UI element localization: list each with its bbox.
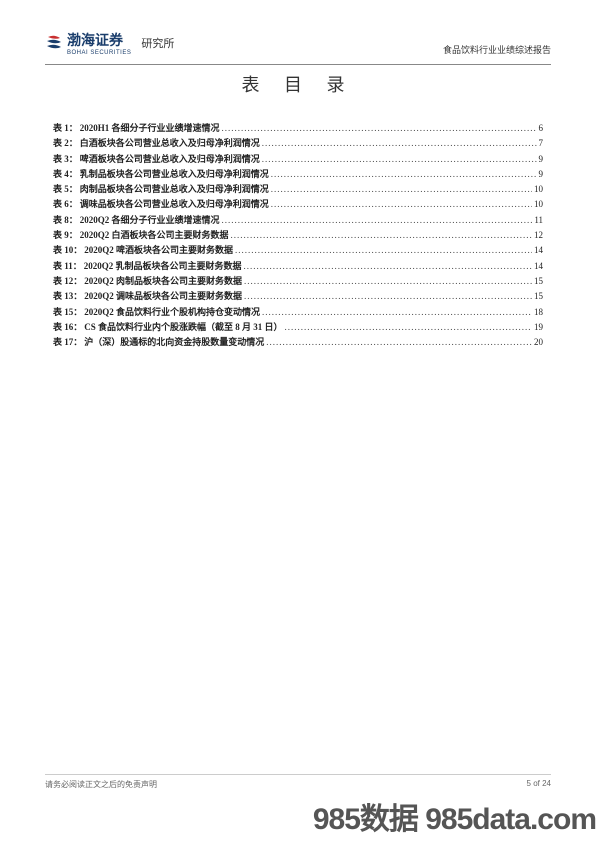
toc-entry-dots xyxy=(222,213,533,228)
toc-entry-page: 6 xyxy=(539,121,544,136)
toc-entry-page: 10 xyxy=(534,197,543,212)
toc-entry-name: 白酒板块各公司营业总收入及归母净利润情况 xyxy=(80,136,260,151)
toc-entry-dots xyxy=(262,136,537,151)
toc-entry-dots xyxy=(285,320,532,335)
toc-entry-page: 15 xyxy=(534,289,543,304)
toc-entry-name: 2020H1 各细分子行业业绩增速情况 xyxy=(80,121,220,136)
toc-entry: 表 6：调味品板块各公司营业总收入及归母净利润情况 10 xyxy=(53,197,543,212)
table-of-contents: 表 1：2020H1 各细分子行业业绩增速情况6表 2：白酒板块各公司营业总收入… xyxy=(45,121,551,350)
toc-entry: 表 1：2020H1 各细分子行业业绩增速情况 6 xyxy=(53,121,543,136)
toc-entry-label: 表 12： xyxy=(53,274,82,289)
header-divider xyxy=(45,64,551,65)
footer-divider xyxy=(45,774,551,775)
toc-entry: 表 5：肉制品板块各公司营业总收入及归母净利润情况 10 xyxy=(53,182,543,197)
toc-entry-name: 2020Q2 乳制品板块各公司主要财务数据 xyxy=(84,259,242,274)
toc-entry-name: 调味品板块各公司营业总收入及归母净利润情况 xyxy=(80,197,269,212)
toc-entry-label: 表 8： xyxy=(53,213,78,228)
toc-entry: 表 3：啤酒板块各公司营业总收入及归母净利润情况 9 xyxy=(53,152,543,167)
toc-entry-label: 表 10： xyxy=(53,243,82,258)
toc-entry-dots xyxy=(262,152,537,167)
toc-entry-page: 20 xyxy=(534,335,543,350)
toc-entry-dots xyxy=(271,197,532,212)
logo-text-block: 渤海证券 BOHAI SECURITIES xyxy=(67,30,131,56)
page-content: 渤海证券 BOHAI SECURITIES 研究所 食品饮料行业业绩综述报告 表… xyxy=(0,0,596,350)
toc-entry: 表 15：2020Q2 食品饮料行业个股机构持仓变动情况 18 xyxy=(53,305,543,320)
toc-entry-page: 19 xyxy=(534,320,543,335)
toc-entry-name: 肉制品板块各公司营业总收入及归母净利润情况 xyxy=(80,182,269,197)
toc-entry-dots xyxy=(244,289,532,304)
header-report-title: 食品饮料行业业绩综述报告 xyxy=(443,43,551,56)
toc-entry: 表 9：2020Q2 白酒板块各公司主要财务数据 12 xyxy=(53,228,543,243)
page-header: 渤海证券 BOHAI SECURITIES 研究所 食品饮料行业业绩综述报告 xyxy=(45,30,551,56)
toc-entry-page: 14 xyxy=(534,259,543,274)
toc-entry-label: 表 6： xyxy=(53,197,78,212)
toc-entry-name: 2020Q2 调味品板块各公司主要财务数据 xyxy=(84,289,242,304)
toc-entry-page: 14 xyxy=(534,243,543,258)
toc-entry-name: 2020Q2 白酒板块各公司主要财务数据 xyxy=(80,228,229,243)
toc-entry-page: 12 xyxy=(534,228,543,243)
toc-entry: 表 11：2020Q2 乳制品板块各公司主要财务数据 14 xyxy=(53,259,543,274)
toc-entry-page: 9 xyxy=(539,152,544,167)
research-label: 研究所 xyxy=(141,35,174,51)
toc-entry-dots xyxy=(231,228,532,243)
toc-entry-label: 表 11： xyxy=(53,259,82,274)
toc-entry-page: 10 xyxy=(534,182,543,197)
toc-entry-dots xyxy=(222,121,537,136)
toc-entry-page: 15 xyxy=(534,274,543,289)
toc-entry-label: 表 15： xyxy=(53,305,82,320)
toc-entry: 表 8：2020Q2 各细分子行业业绩增速情况 11 xyxy=(53,213,543,228)
toc-entry-name: 沪（深）股通标的北向资金持股数量变动情况 xyxy=(84,335,264,350)
bohai-logo-icon xyxy=(45,34,63,52)
toc-entry-label: 表 3： xyxy=(53,152,78,167)
toc-entry-name: 乳制品板块各公司营业总收入及归母净利润情况 xyxy=(80,167,269,182)
toc-entry-dots xyxy=(271,182,532,197)
toc-entry-dots xyxy=(266,335,532,350)
footer-disclaimer: 请务必阅读正文之后的免责声明 xyxy=(45,779,157,790)
logo-text-cn: 渤海证券 xyxy=(67,30,131,50)
toc-entry-label: 表 17： xyxy=(53,335,82,350)
logo-text-en: BOHAI SECURITIES xyxy=(67,50,131,56)
toc-entry: 表 10： 2020Q2 啤酒板块各公司主要财务数据 14 xyxy=(53,243,543,258)
toc-entry-label: 表 5： xyxy=(53,182,78,197)
toc-entry-dots xyxy=(244,274,532,289)
logo-area: 渤海证券 BOHAI SECURITIES 研究所 xyxy=(45,30,174,56)
toc-entry: 表 2：白酒板块各公司营业总收入及归母净利润情况 7 xyxy=(53,136,543,151)
toc-entry: 表 13：2020Q2 调味品板块各公司主要财务数据 15 xyxy=(53,289,543,304)
toc-entry-name: 2020Q2 各细分子行业业绩增速情况 xyxy=(80,213,220,228)
watermark-text: 985数据 985data.com xyxy=(313,794,596,838)
toc-entry: 表 12：2020Q2 肉制品板块各公司主要财务数据 15 xyxy=(53,274,543,289)
toc-entry-label: 表 16： xyxy=(53,320,82,335)
toc-entry: 表 4：乳制品板块各公司营业总收入及归母净利润情况 9 xyxy=(53,167,543,182)
toc-entry-dots xyxy=(235,243,532,258)
toc-entry-page: 9 xyxy=(539,167,544,182)
toc-entry-dots xyxy=(271,167,537,182)
toc-entry-label: 表 9： xyxy=(53,228,78,243)
toc-entry-name: CS 食品饮料行业内个股涨跌幅（截至 8 月 31 日） xyxy=(84,320,282,335)
toc-entry-page: 7 xyxy=(539,136,544,151)
toc-entry-label: 表 2： xyxy=(53,136,78,151)
toc-entry-name: 2020Q2 食品饮料行业个股机构持仓变动情况 xyxy=(84,305,260,320)
footer-page-number: 5 of 24 xyxy=(527,779,551,790)
toc-entry-label: 表 1： xyxy=(53,121,78,136)
toc-entry-dots xyxy=(262,305,532,320)
toc-entry-page: 11 xyxy=(534,213,543,228)
toc-entry-page: 18 xyxy=(534,305,543,320)
toc-entry-name: 2020Q2 肉制品板块各公司主要财务数据 xyxy=(84,274,242,289)
footer-row: 请务必阅读正文之后的免责声明 5 of 24 xyxy=(45,779,551,790)
toc-entry-dots xyxy=(244,259,532,274)
toc-entry: 表 16：CS 食品饮料行业内个股涨跌幅（截至 8 月 31 日） 19 xyxy=(53,320,543,335)
toc-entry-name: 啤酒板块各公司营业总收入及归母净利润情况 xyxy=(80,152,260,167)
toc-entry-label: 表 13： xyxy=(53,289,82,304)
page-footer: 请务必阅读正文之后的免责声明 5 of 24 xyxy=(0,774,596,790)
toc-entry: 表 17：沪（深）股通标的北向资金持股数量变动情况 20 xyxy=(53,335,543,350)
toc-entry-name: 2020Q2 啤酒板块各公司主要财务数据 xyxy=(84,243,233,258)
toc-title: 表 目 录 xyxy=(45,71,551,97)
toc-entry-label: 表 4： xyxy=(53,167,78,182)
